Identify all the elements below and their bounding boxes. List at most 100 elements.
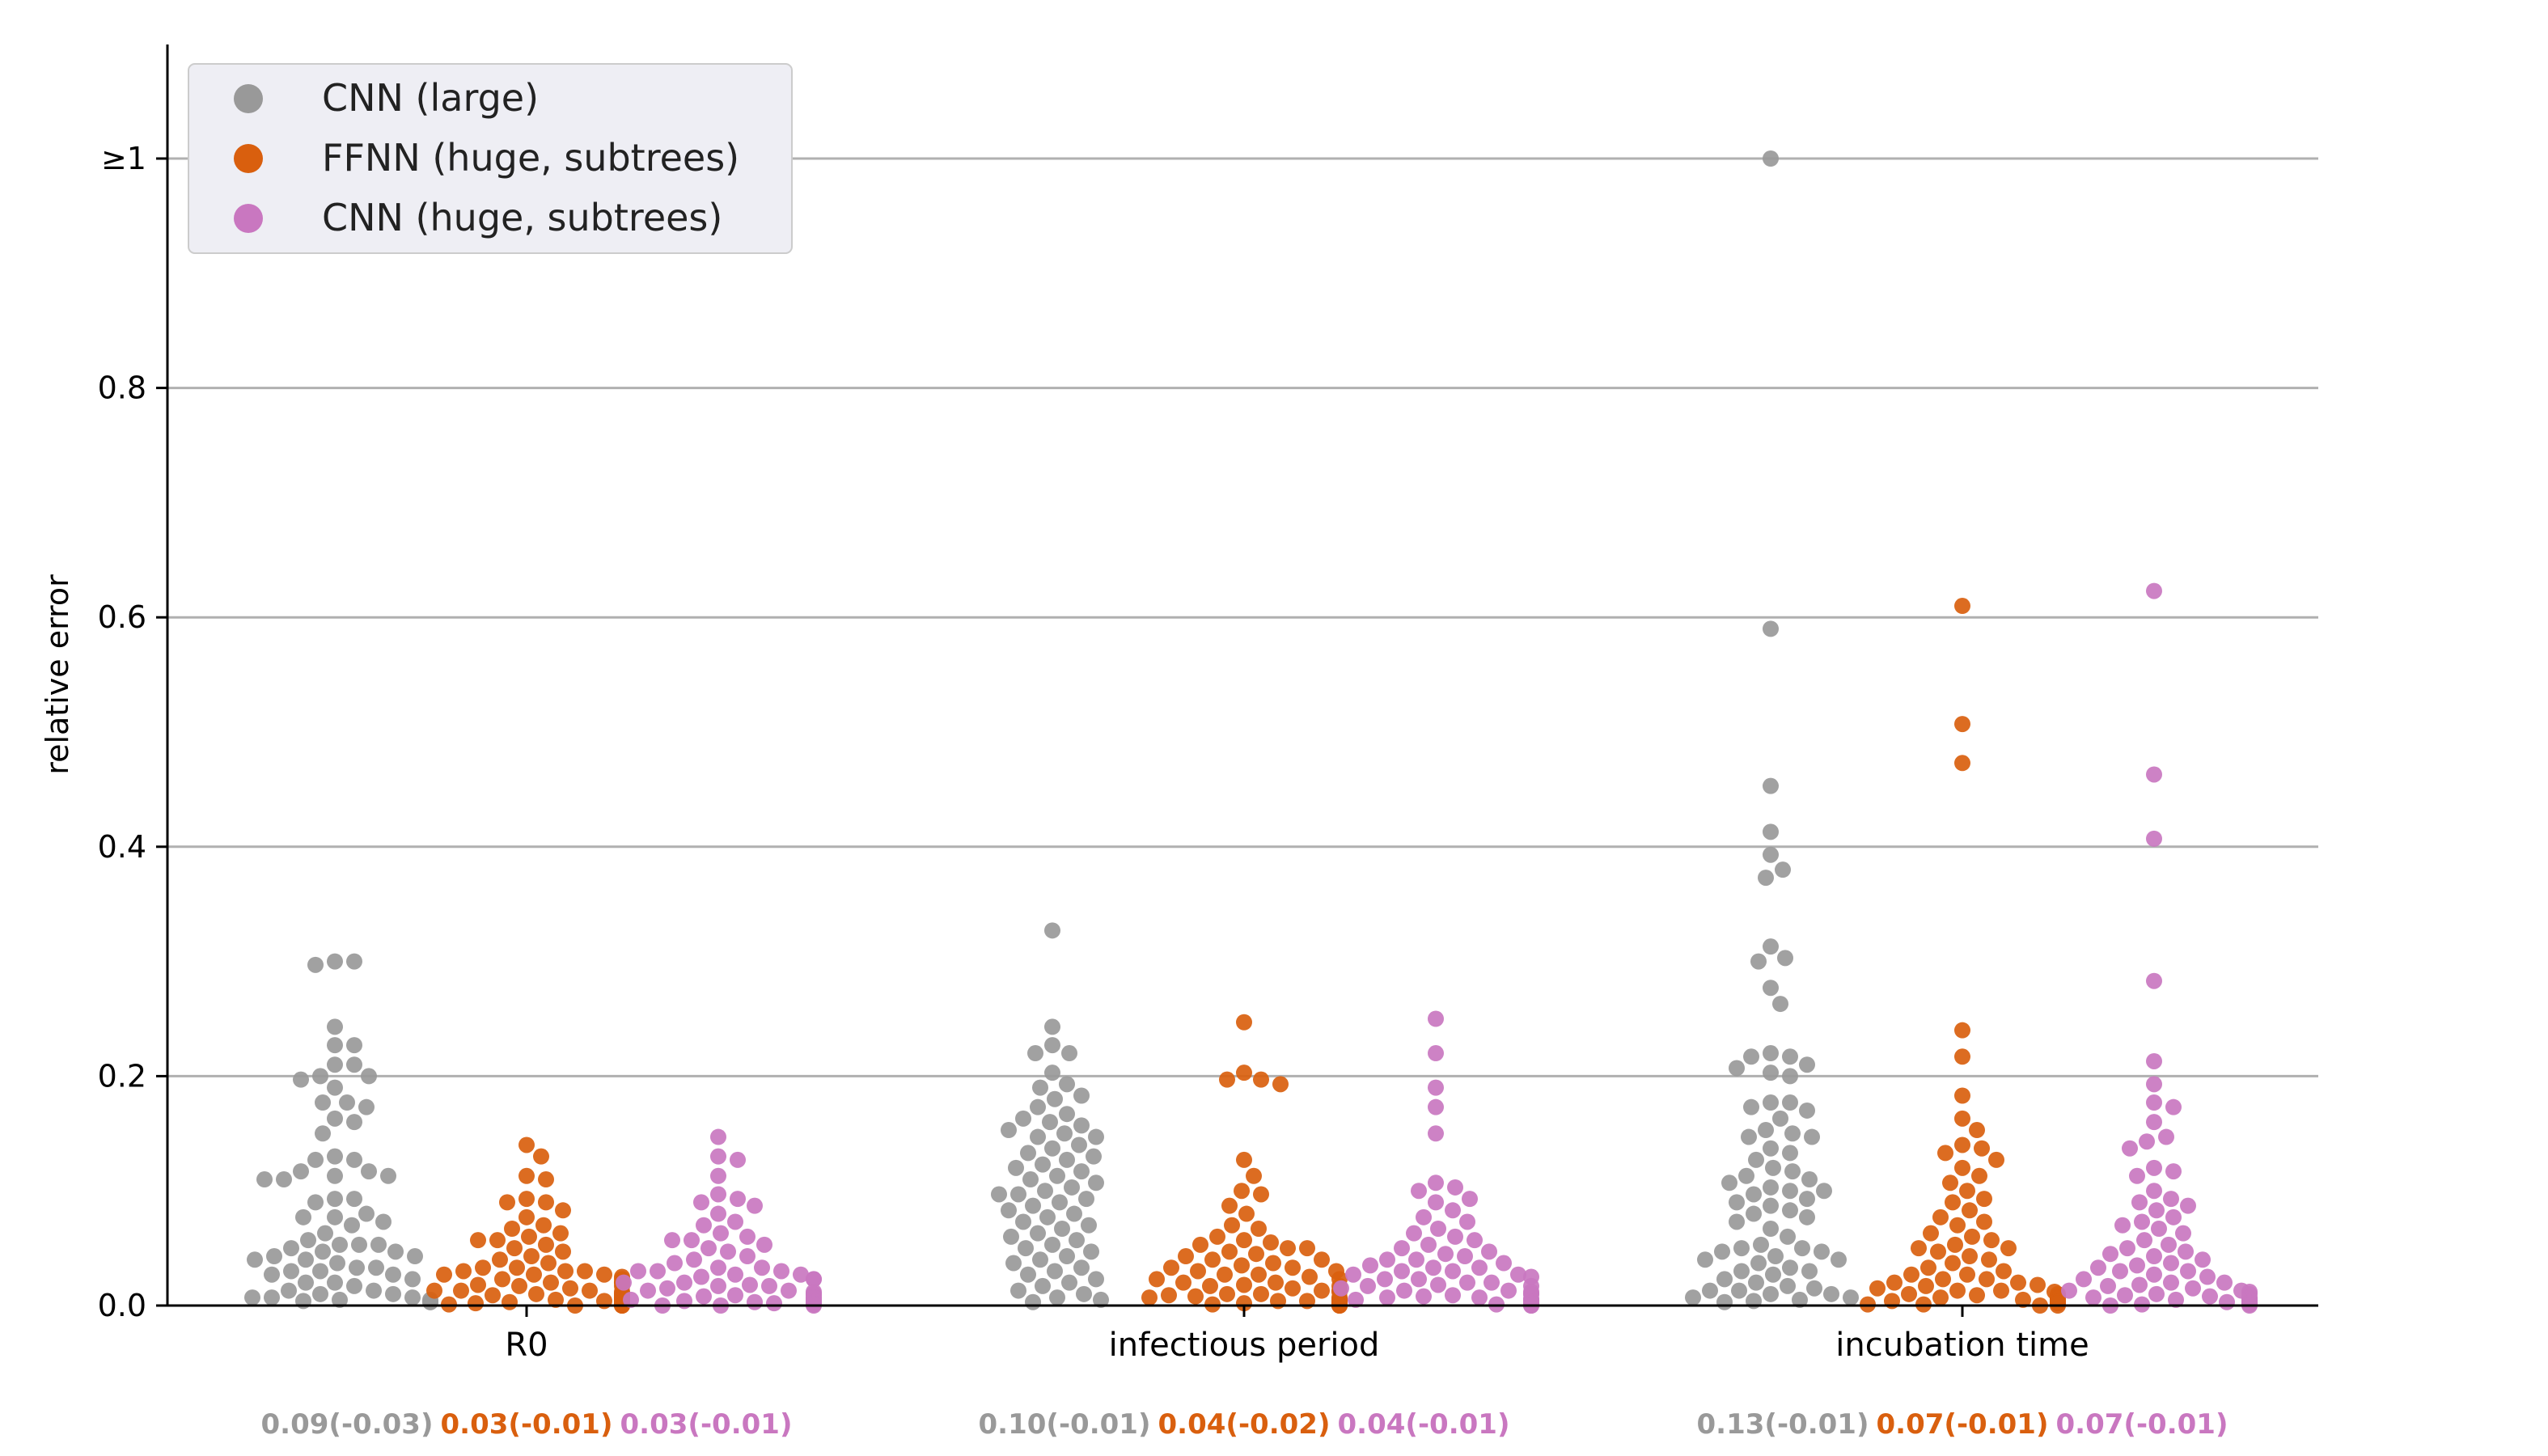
data-point xyxy=(1416,1208,1432,1225)
data-point xyxy=(1942,1175,1958,1191)
data-point xyxy=(2117,1287,2133,1304)
data-point xyxy=(1030,1128,1046,1145)
data-point xyxy=(1056,1125,1073,1142)
data-point xyxy=(436,1266,452,1283)
data-point xyxy=(332,1291,348,1308)
data-point xyxy=(1428,1194,1444,1211)
data-point xyxy=(1954,1048,1970,1065)
data-point xyxy=(713,1225,729,1242)
data-point xyxy=(518,1208,535,1225)
data-point xyxy=(1979,1271,1995,1288)
data-point xyxy=(650,1263,666,1280)
data-point xyxy=(1086,1148,1102,1165)
data-point xyxy=(1411,1271,1427,1288)
data-point xyxy=(1947,1236,1963,1253)
data-point xyxy=(1047,1263,1063,1280)
data-point xyxy=(538,1236,554,1253)
data-point xyxy=(1345,1266,1361,1283)
data-point xyxy=(1996,1263,2012,1280)
data-point xyxy=(1471,1289,1488,1306)
legend-label: CNN (large) xyxy=(322,76,539,120)
data-point xyxy=(2146,1114,2162,1131)
y-gridlines xyxy=(167,157,2318,1077)
data-point xyxy=(1685,1289,1701,1306)
data-point xyxy=(1729,1194,1745,1211)
data-point xyxy=(1044,1037,1060,1054)
data-point xyxy=(659,1280,675,1297)
data-point xyxy=(346,953,362,970)
data-point xyxy=(2185,1280,2201,1297)
data-point xyxy=(1204,1251,1221,1268)
data-point xyxy=(346,1277,362,1294)
data-point xyxy=(1272,1076,1289,1093)
data-point xyxy=(1981,1251,1997,1268)
data-point xyxy=(2195,1251,2211,1268)
data-point xyxy=(2180,1197,2196,1214)
data-point xyxy=(739,1248,756,1265)
data-point xyxy=(1069,1232,1085,1249)
data-point xyxy=(1484,1274,1500,1291)
data-point xyxy=(1733,1263,1750,1280)
data-point xyxy=(1823,1285,1839,1302)
data-point xyxy=(742,1276,758,1293)
data-point xyxy=(511,1277,527,1294)
data-point xyxy=(1076,1285,1092,1302)
data-point xyxy=(1801,1171,1818,1188)
data-point xyxy=(1445,1202,1461,1219)
data-point xyxy=(1030,1098,1046,1115)
data-point xyxy=(1763,1220,1779,1237)
y-ticks: 0.0 0.2 0.4 0.6 0.8 ≥1 xyxy=(98,141,167,1323)
data-point xyxy=(327,1274,343,1291)
data-point xyxy=(1447,1179,1463,1196)
x-tick-label: R0 xyxy=(505,1327,548,1364)
data-point xyxy=(339,1094,355,1111)
data-point xyxy=(1969,1287,1985,1304)
data-point xyxy=(346,1056,362,1073)
data-point xyxy=(727,1287,743,1304)
data-point xyxy=(730,1191,746,1208)
data-point xyxy=(1054,1220,1070,1237)
data-point xyxy=(2090,1259,2106,1276)
data-point xyxy=(1253,1186,1269,1203)
data-point xyxy=(1923,1225,1939,1242)
data-point xyxy=(1750,1255,1767,1272)
data-point xyxy=(1962,1202,1978,1219)
data-point xyxy=(295,1208,311,1225)
x-tick-label: incubation time xyxy=(1835,1327,2089,1364)
data-point xyxy=(385,1285,401,1302)
data-point xyxy=(1003,1228,1019,1245)
data-point xyxy=(1219,1071,1235,1088)
data-point xyxy=(1993,1282,2009,1299)
y-tick-label: ≥1 xyxy=(101,141,146,176)
data-point xyxy=(2129,1167,2145,1184)
data-point xyxy=(1903,1266,1919,1283)
data-point xyxy=(1025,1293,1041,1310)
data-point xyxy=(504,1220,520,1237)
data-point xyxy=(1078,1191,1094,1208)
data-point xyxy=(766,1295,782,1312)
data-point xyxy=(538,1194,554,1211)
data-point xyxy=(1037,1183,1053,1200)
data-point xyxy=(548,1291,564,1308)
y-tick-label: 0.0 xyxy=(98,1288,146,1323)
data-point xyxy=(1039,1208,1056,1225)
data-point xyxy=(2168,1291,2184,1308)
data-point xyxy=(1954,1110,1970,1127)
data-point xyxy=(2129,1257,2145,1274)
data-point xyxy=(710,1259,726,1276)
data-point xyxy=(1462,1191,1478,1208)
data-point xyxy=(1430,1276,1446,1293)
data-point xyxy=(1743,1048,1759,1065)
data-point xyxy=(1753,1236,1769,1253)
data-point xyxy=(1954,598,1970,615)
data-point xyxy=(2139,1133,2155,1150)
data-point xyxy=(1806,1280,1822,1297)
data-point xyxy=(1022,1171,1039,1188)
data-point xyxy=(1377,1271,1393,1288)
data-point xyxy=(2131,1194,2148,1211)
data-point xyxy=(1302,1268,1318,1285)
data-point xyxy=(1954,1159,1970,1176)
data-point xyxy=(327,1037,343,1054)
data-point xyxy=(1224,1217,1240,1234)
